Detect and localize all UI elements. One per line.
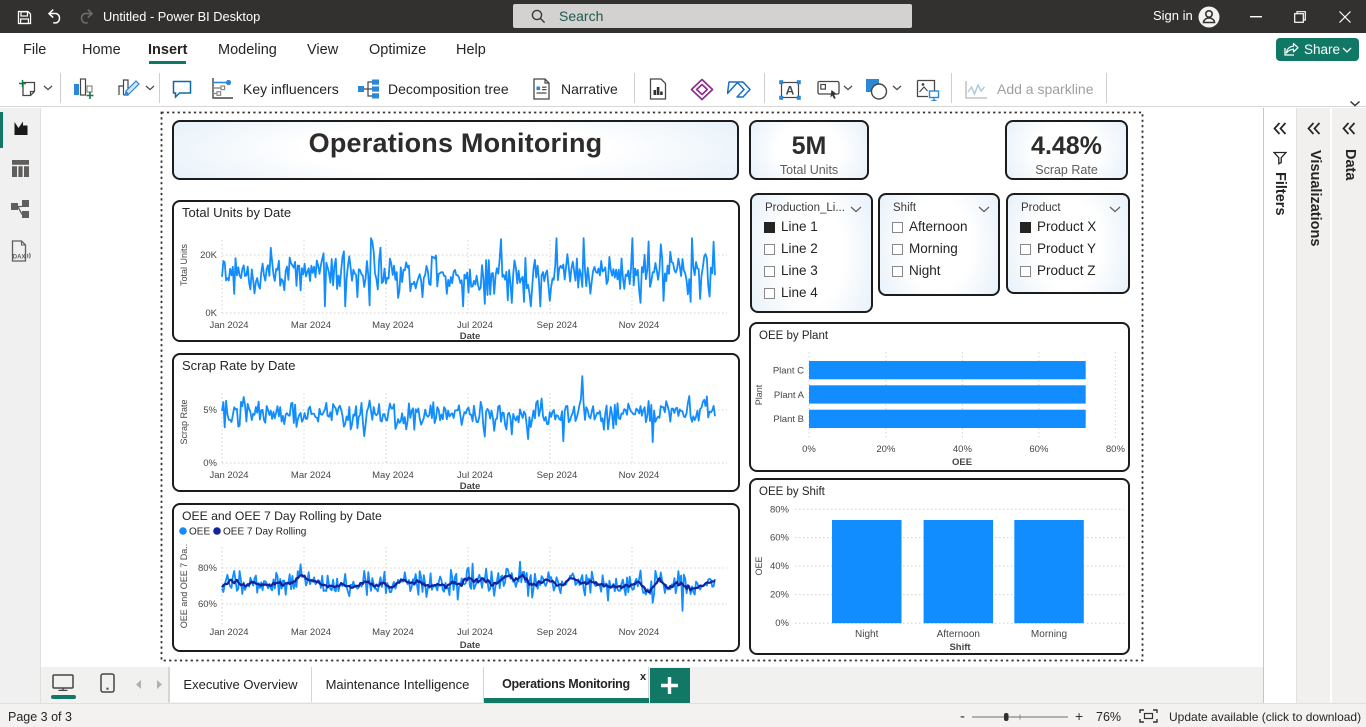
svg-text:0%: 0%: [203, 458, 217, 469]
svg-text:Scrap Rate: Scrap Rate: [179, 399, 189, 444]
svg-text:40%: 40%: [953, 444, 973, 455]
svg-text:Mar 2024: Mar 2024: [291, 627, 331, 638]
svg-text:Jul 2024: Jul 2024: [457, 320, 493, 331]
svg-text:20%: 20%: [876, 444, 896, 455]
svg-text:OEE: OEE: [952, 457, 972, 468]
svg-text:80%: 80%: [198, 563, 218, 574]
svg-text:60%: 60%: [198, 599, 218, 610]
svg-text:Jul 2024: Jul 2024: [457, 627, 493, 638]
svg-text:Date: Date: [460, 331, 481, 340]
svg-text:Date: Date: [460, 481, 481, 490]
svg-text:Plant B: Plant B: [773, 414, 804, 425]
svg-text:Mar 2024: Mar 2024: [291, 470, 331, 481]
svg-text:0%: 0%: [802, 444, 816, 455]
svg-text:Plant C: Plant C: [773, 366, 804, 377]
svg-text:Plant: Plant: [754, 384, 764, 405]
svg-text:OEE 7 Day Rolling: OEE 7 Day Rolling: [223, 527, 306, 538]
svg-text:OEE: OEE: [189, 527, 210, 538]
svg-text:Shift: Shift: [949, 642, 971, 653]
svg-text:Nov 2024: Nov 2024: [619, 320, 660, 331]
svg-text:OEE and OEE 7 Day Rolling by D: OEE and OEE 7 Day Rolling by Date: [182, 509, 382, 523]
svg-text:Sep 2024: Sep 2024: [537, 320, 578, 331]
svg-text:Sep 2024: Sep 2024: [537, 627, 578, 638]
svg-text:Date: Date: [460, 640, 481, 650]
svg-text:60%: 60%: [1029, 444, 1049, 455]
svg-text:5%: 5%: [203, 405, 217, 416]
svg-text:OEE by Plant: OEE by Plant: [759, 330, 829, 342]
svg-text:DAX: DAX: [13, 255, 26, 261]
svg-text:Mar 2024: Mar 2024: [291, 320, 331, 331]
svg-text:20%: 20%: [770, 590, 790, 601]
svg-text:May 2024: May 2024: [372, 470, 414, 481]
svg-text:Sep 2024: Sep 2024: [537, 470, 578, 481]
svg-text:OEE and OEE 7 Da..: OEE and OEE 7 Da..: [179, 544, 189, 629]
svg-text:Jan 2024: Jan 2024: [209, 320, 248, 331]
svg-text:Morning: Morning: [1031, 629, 1067, 640]
svg-text:OEE by Shift: OEE by Shift: [759, 486, 826, 498]
svg-text:Plant A: Plant A: [774, 390, 805, 401]
svg-text:OEE: OEE: [754, 556, 764, 575]
svg-text:Nov 2024: Nov 2024: [619, 470, 660, 481]
svg-text:A: A: [786, 84, 795, 98]
svg-text:0%: 0%: [775, 618, 789, 629]
svg-text:May 2024: May 2024: [372, 320, 414, 331]
svg-text:Total Units: Total Units: [179, 243, 189, 286]
svg-text:40%: 40%: [770, 561, 790, 572]
svg-text:Afternoon: Afternoon: [937, 629, 980, 640]
svg-text:Night: Night: [855, 629, 879, 640]
svg-text:0K: 0K: [205, 308, 217, 319]
svg-text:Jan 2024: Jan 2024: [209, 470, 248, 481]
svg-text:May 2024: May 2024: [372, 627, 414, 638]
svg-text:Jan 2024: Jan 2024: [209, 627, 248, 638]
svg-text:Nov 2024: Nov 2024: [619, 627, 660, 638]
svg-text:Jul 2024: Jul 2024: [457, 470, 493, 481]
svg-text:Scrap Rate by Date: Scrap Rate by Date: [182, 358, 295, 373]
svg-text:80%: 80%: [770, 504, 790, 515]
svg-text:60%: 60%: [770, 533, 790, 544]
svg-text:80%: 80%: [1106, 444, 1126, 455]
svg-text:20K: 20K: [200, 250, 218, 261]
svg-text:Total Units by Date: Total Units by Date: [182, 205, 291, 220]
